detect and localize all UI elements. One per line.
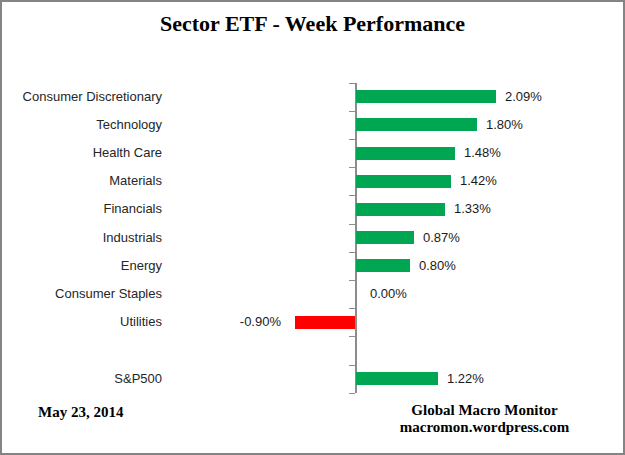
axis-tick [349, 393, 355, 394]
axis-tick [349, 252, 355, 253]
bar [356, 90, 496, 103]
axis-tick [349, 83, 355, 84]
value-label: 1.42% [460, 173, 497, 189]
category-label: Financials [2, 195, 162, 223]
axis-tick [349, 195, 355, 196]
category-label: Consumer Staples [2, 280, 162, 308]
footer-credit: Global Macro Monitor macromon.wordpress.… [372, 402, 597, 436]
axis-tick [349, 308, 355, 309]
axis-tick [349, 336, 355, 337]
bar [356, 175, 451, 188]
axis-tick [349, 167, 355, 168]
chart-frame: Sector ETF - Week Performance Consumer D… [0, 0, 625, 455]
axis-tick [349, 139, 355, 140]
axis-tick [349, 111, 355, 112]
category-label: Consumer Discretionary [2, 83, 162, 111]
category-label: S&P500 [2, 365, 162, 393]
value-label: 1.80% [486, 117, 523, 133]
value-label: 1.48% [464, 145, 501, 161]
bar [295, 316, 355, 329]
category-label: Technology [2, 111, 162, 139]
chart-area: Consumer Discretionary 2.09% Technology 1.8… [2, 2, 625, 455]
credit-url: macromon.wordpress.com [372, 419, 597, 436]
bar [356, 231, 414, 244]
footer-date: May 23, 2014 [38, 404, 123, 421]
category-label: Energy [2, 252, 162, 280]
axis-tick [349, 280, 355, 281]
value-label: 1.33% [454, 201, 491, 217]
bar [356, 372, 438, 385]
category-label: Health Care [2, 139, 162, 167]
bar [356, 259, 410, 272]
axis-tick [349, 365, 355, 366]
value-label: 0.80% [419, 258, 456, 274]
category-label: Utilities [2, 308, 162, 336]
credit-source: Global Macro Monitor [372, 402, 597, 419]
category-label: Industrials [2, 224, 162, 252]
value-label: -0.90% [240, 314, 281, 330]
value-label: 2.09% [505, 89, 542, 105]
axis-tick [349, 224, 355, 225]
category-label: Materials [2, 167, 162, 195]
bar [356, 118, 477, 131]
value-label: 1.22% [447, 371, 484, 387]
value-label: 0.87% [423, 230, 460, 246]
value-label: 0.00% [370, 286, 407, 302]
bar [356, 147, 455, 160]
bar [356, 203, 445, 216]
